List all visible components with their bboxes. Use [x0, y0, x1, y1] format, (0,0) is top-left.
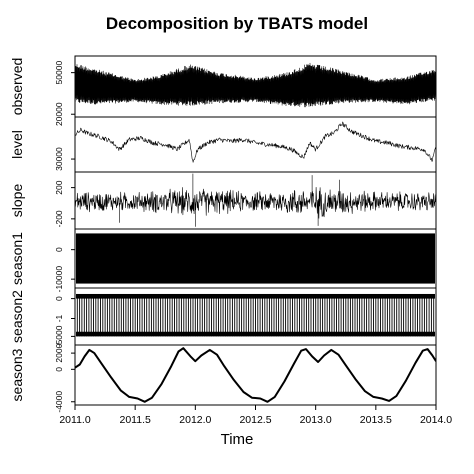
y-axis-label-season3: season3	[9, 348, 25, 401]
y-tick-label-slope: 200	[54, 180, 64, 194]
y-tick-label-slope: -200	[54, 210, 64, 227]
y-tick-label-season3: 2000	[54, 343, 64, 362]
y-tick-label-observed: 50000	[54, 61, 64, 85]
y-axis-label-slope: slope	[9, 184, 25, 218]
x-tick-label: 2012.0	[179, 414, 211, 426]
y-tick-label-season1: -10000	[54, 266, 64, 293]
x-tick-label: 2011.5	[119, 414, 150, 426]
y-tick-label-season2: -1	[54, 314, 64, 322]
series-season1	[76, 233, 435, 284]
x-tick-label: 2013.5	[360, 414, 392, 426]
x-tick-label: 2013.0	[300, 414, 332, 426]
x-tick-label: 2011.0	[59, 414, 90, 426]
y-axis-label-observed: observed	[9, 58, 25, 116]
series-level	[75, 121, 436, 163]
x-tick-label: 2012.5	[239, 414, 271, 426]
y-tick-label-season3: 0	[54, 367, 64, 372]
y-tick-label-season2: -5000	[54, 325, 64, 347]
chart-title: Decomposition by TBATS model	[105, 14, 369, 33]
y-tick-label-season2: 0	[54, 296, 64, 301]
series-season2	[75, 294, 436, 337]
y-axis-label-season2: season2	[9, 290, 25, 343]
series-observed	[75, 62, 436, 108]
panel-frame-level	[74, 116, 437, 173]
series-slope	[75, 173, 436, 227]
y-axis-label-level: level	[9, 130, 25, 159]
y-axis-label-season1: season1	[9, 232, 25, 285]
y-tick-label-season3: -4000	[54, 391, 64, 413]
y-tick-label-observed: 20000	[54, 102, 64, 126]
series-season3	[75, 347, 436, 403]
y-tick-label-level: 30000	[54, 147, 64, 171]
x-tick-label: 2014.0	[420, 414, 452, 426]
y-tick-label-season1: 0	[54, 247, 64, 252]
x-axis-title: Time	[220, 431, 254, 448]
